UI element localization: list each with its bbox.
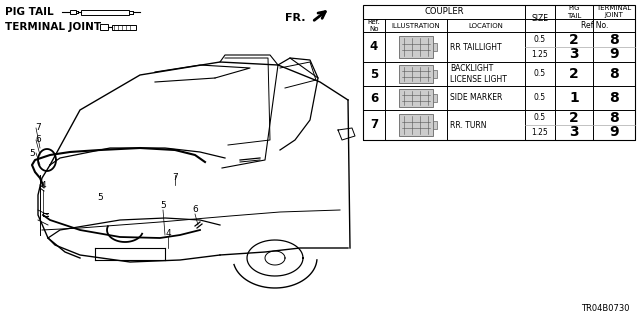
Text: 9: 9 — [609, 48, 619, 62]
Text: 8: 8 — [609, 33, 619, 47]
Text: SIZE: SIZE — [531, 14, 548, 23]
Text: 7: 7 — [370, 118, 378, 131]
Text: 0.5: 0.5 — [534, 35, 546, 44]
Text: 5: 5 — [160, 202, 166, 211]
Text: 7: 7 — [172, 174, 178, 182]
Text: 7: 7 — [35, 123, 41, 132]
Text: LOCATION: LOCATION — [468, 23, 504, 28]
Text: RR TAILLIGHT: RR TAILLIGHT — [450, 42, 502, 51]
Text: 5: 5 — [97, 192, 103, 202]
Text: 0.5: 0.5 — [534, 113, 546, 122]
Bar — [363, 5, 635, 140]
Bar — [70, 10, 76, 14]
Text: PIG
TAIL: PIG TAIL — [567, 5, 581, 19]
Text: FR.: FR. — [285, 13, 306, 23]
Text: Ref.
No: Ref. No — [367, 19, 380, 32]
Text: 1.25: 1.25 — [532, 50, 548, 59]
Text: 3: 3 — [569, 125, 579, 139]
Text: ILLUSTRATION: ILLUSTRATION — [392, 23, 440, 28]
Text: 4: 4 — [40, 181, 46, 189]
Text: 1: 1 — [569, 91, 579, 105]
Text: 2: 2 — [569, 110, 579, 124]
Bar — [100, 24, 108, 30]
Bar — [433, 43, 437, 51]
Text: TERMINAL
JOINT: TERMINAL JOINT — [596, 5, 632, 19]
Bar — [112, 25, 136, 29]
Bar — [433, 70, 437, 78]
Bar — [433, 121, 437, 129]
Text: 0.5: 0.5 — [534, 93, 546, 102]
Text: Ref No.: Ref No. — [581, 21, 609, 30]
Text: RR. TURN: RR. TURN — [450, 121, 486, 130]
Bar — [399, 65, 433, 83]
Text: SIDE MARKER: SIDE MARKER — [450, 93, 502, 102]
Text: 4: 4 — [370, 41, 378, 54]
Text: 6: 6 — [35, 136, 41, 145]
Bar — [433, 94, 437, 102]
Text: 5: 5 — [29, 149, 35, 158]
Text: COUPLER: COUPLER — [424, 8, 464, 17]
Text: 8: 8 — [609, 91, 619, 105]
Text: 6: 6 — [192, 205, 198, 214]
Bar — [399, 36, 433, 58]
Text: 3: 3 — [569, 48, 579, 62]
Bar — [81, 10, 129, 14]
Text: 4: 4 — [165, 228, 171, 238]
Text: 5: 5 — [370, 68, 378, 80]
Bar — [399, 114, 433, 136]
Text: TERMINAL JOINT: TERMINAL JOINT — [5, 22, 101, 32]
Text: 1.25: 1.25 — [532, 128, 548, 137]
Text: PIG TAIL: PIG TAIL — [5, 7, 54, 17]
Text: 6: 6 — [370, 92, 378, 105]
Text: 2: 2 — [569, 33, 579, 47]
Text: 2: 2 — [569, 67, 579, 81]
Text: TR04B0730: TR04B0730 — [582, 304, 630, 313]
Text: 8: 8 — [609, 110, 619, 124]
Text: 0.5: 0.5 — [534, 70, 546, 78]
Text: 9: 9 — [609, 125, 619, 139]
Text: BACKLIGHT
LICENSE LIGHT: BACKLIGHT LICENSE LIGHT — [450, 64, 507, 84]
Bar — [399, 89, 433, 107]
Text: 8: 8 — [609, 67, 619, 81]
